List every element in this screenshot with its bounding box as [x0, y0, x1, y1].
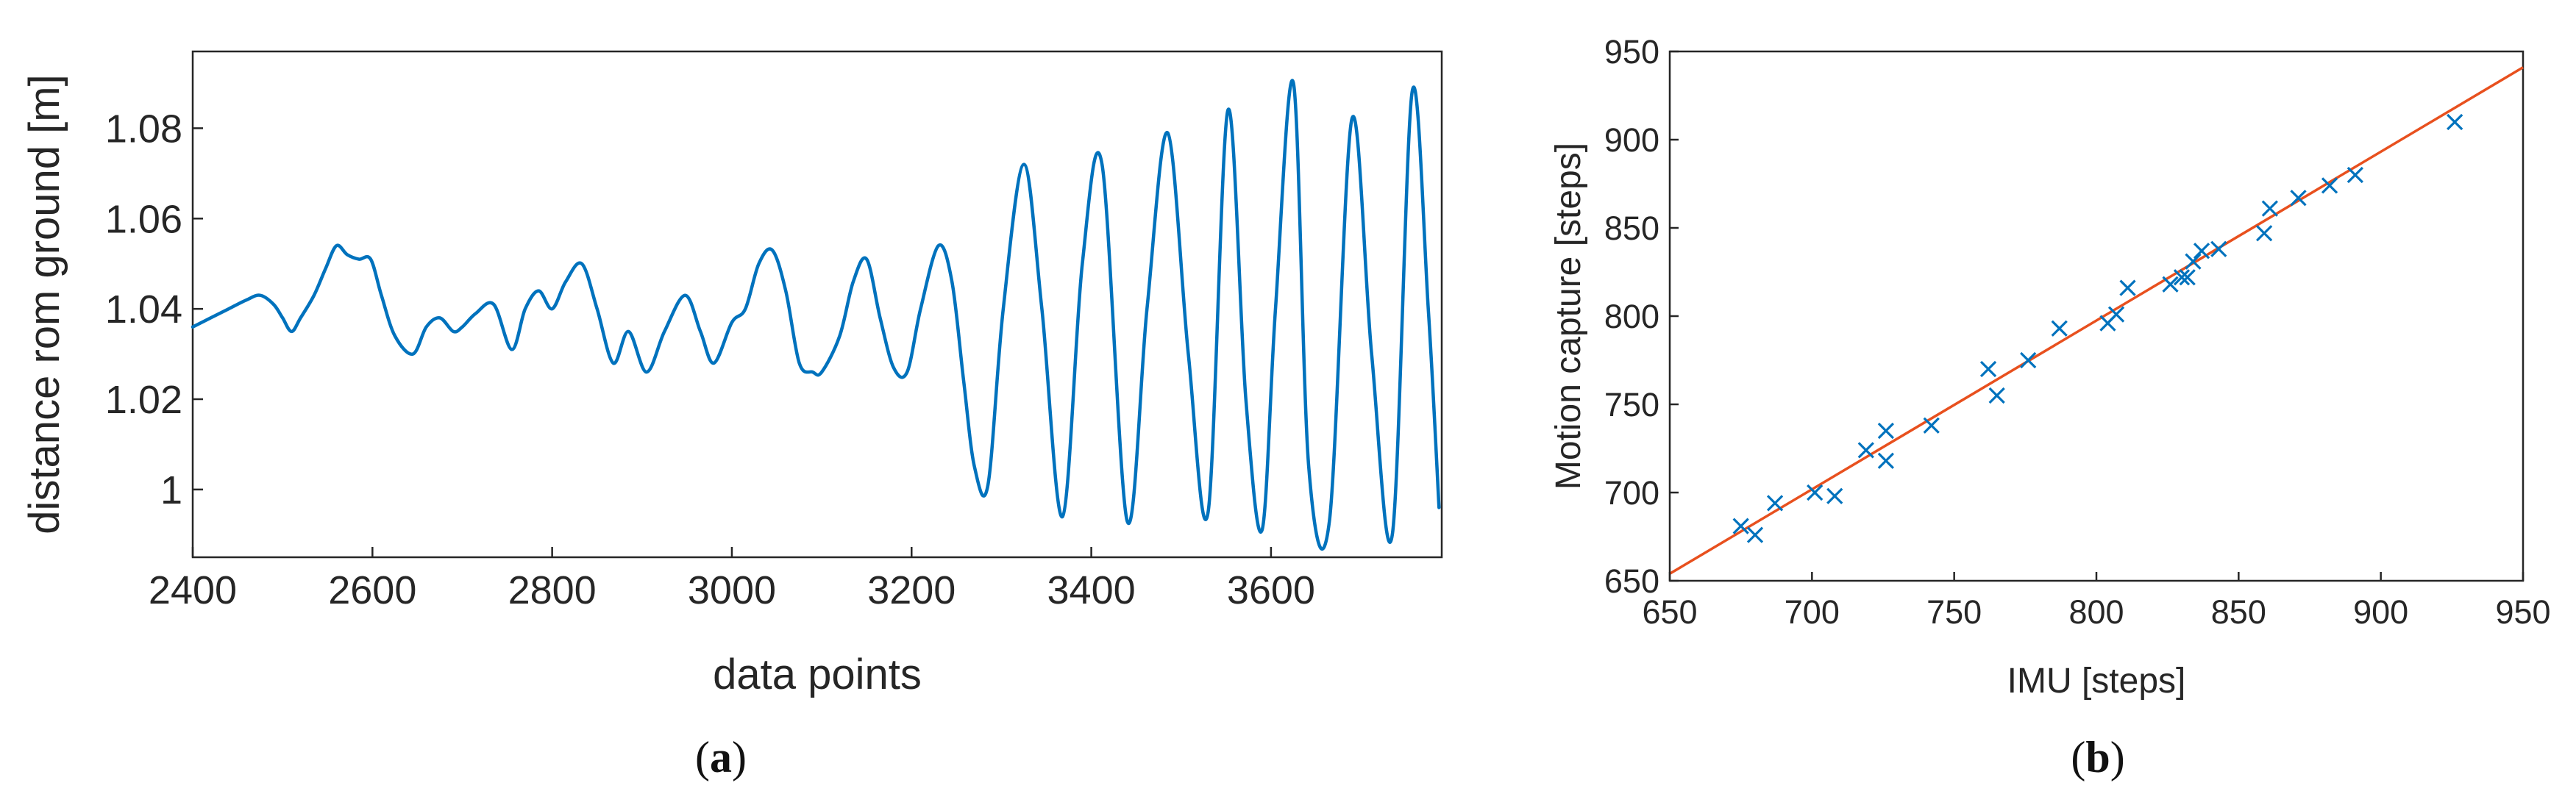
panel-b-y-tick-label: 750 [1604, 386, 1659, 423]
panel-b-plot-frame [1668, 50, 2525, 582]
panel-b-y-tick-label: 850 [1604, 210, 1659, 247]
panel-a-x-axis-label: data points [713, 651, 922, 698]
panel-b-scatter-marker [2162, 276, 2179, 293]
panel-a-y-tick-label: 1.04 [105, 287, 182, 332]
panel-a-x-tick-label: 2600 [328, 568, 416, 612]
panel-b-scatter-marker [2346, 166, 2364, 184]
panel-b-y-axis-label: Motion capture [steps] [1549, 143, 1588, 490]
panel-b-scatter-chart: 650 700 750 800 850 900 950 650 700 750 800 850 900… [1549, 33, 2551, 781]
panel-b-scatter-marker [2210, 240, 2227, 257]
panel-a-plot-frame [191, 50, 1443, 559]
panel-a-series-line [191, 79, 1441, 551]
panel-b-scatter-marker [1923, 417, 1940, 434]
panel-a-x-tick-label: 3400 [1047, 568, 1136, 612]
panel-b-y-ticks: 650 700 750 800 850 900 950 [1604, 33, 1679, 600]
panel-a-y-tick-label: 1.02 [105, 378, 182, 422]
panel-b-scatter-marker [1766, 495, 1784, 512]
panel-b-y-tick-label: 900 [1604, 121, 1659, 159]
panel-a-x-tick-label: 3200 [867, 568, 956, 612]
panel-b-scatter-marker [1877, 452, 1895, 469]
panel-a-x-tick-label: 3000 [688, 568, 776, 612]
panel-a-x-tick-label: 2800 [508, 568, 597, 612]
panel-a-x-ticks: 2400 2600 2800 3000 3200 3400 3600 [149, 547, 1315, 612]
panel-a-caption: (a) [695, 733, 747, 781]
panel-b-y-tick-label: 650 [1604, 562, 1659, 600]
panel-b-scatter-marker [2447, 113, 2463, 131]
panel-a-y-tick-label: 1 [160, 468, 182, 512]
panel-b-x-tick-label: 750 [1926, 593, 1982, 631]
panel-b-scatter-marker [1988, 387, 2005, 404]
panel-b-x-ticks: 650 700 750 800 850 900 950 [1642, 572, 2551, 631]
panel-b-scatter-marker [2261, 200, 2279, 217]
panel-b-scatter-marker [2193, 243, 2210, 260]
panel-a-y-axis-label: distance rom ground [m] [21, 74, 68, 534]
panel-b-scatter-marker [1732, 518, 1749, 534]
panel-b-scatter-marker [2290, 190, 2307, 207]
panel-a-x-tick-label: 2400 [149, 568, 237, 612]
panel-a-y-tick-label: 1.08 [105, 107, 182, 151]
panel-b-x-tick-label: 650 [1642, 593, 1697, 631]
panel-b-caption: (b) [2071, 733, 2124, 781]
panel-b-markers [1732, 113, 2463, 543]
panel-b-fit-line [1669, 66, 2524, 575]
panel-b-y-tick-label: 950 [1604, 33, 1659, 71]
panel-a-y-ticks: 1 1.02 1.04 1.06 1.08 [105, 107, 203, 512]
panel-b-x-tick-label: 850 [2211, 593, 2266, 631]
panel-b-scatter-marker [1979, 360, 1997, 378]
panel-b-scatter-marker [2179, 269, 2196, 286]
panel-a-y-tick-label: 1.06 [105, 197, 182, 241]
panel-b-scatter-marker [2107, 306, 2125, 323]
panel-b-scatter-marker [2020, 351, 2037, 369]
panel-a-line-chart: 2400 2600 2800 3000 3200 3400 3600 1 1.02 1.04 1.… [21, 50, 1443, 781]
panel-b-x-tick-label: 900 [2353, 593, 2408, 631]
panel-b-scatter-marker [1807, 484, 1824, 501]
panel-a-x-tick-label: 3600 [1227, 568, 1315, 612]
panel-b-scatter-marker [1826, 487, 1843, 504]
panel-b-x-tick-label: 950 [2495, 593, 2550, 631]
panel-b-y-tick-label: 800 [1604, 298, 1659, 335]
panel-b-scatter-marker [1857, 442, 1874, 459]
panel-b-scatter-marker [2119, 279, 2136, 296]
panel-b-scatter-marker [2321, 177, 2338, 194]
panel-b-scatter-marker [2173, 269, 2191, 286]
panel-b-scatter-marker [1746, 526, 1764, 543]
panel-b-y-tick-label: 700 [1604, 474, 1659, 512]
panel-b-scatter-marker [2185, 253, 2202, 270]
panel-b-x-tick-label: 700 [1785, 593, 1840, 631]
panel-b-x-axis-label: IMU [steps] [2007, 662, 2186, 701]
panel-b-scatter-marker [1877, 422, 1895, 440]
panel-b-scatter-marker [2051, 320, 2068, 337]
panel-b-scatter-marker [2255, 225, 2273, 242]
panel-b-x-tick-label: 800 [2068, 593, 2124, 631]
